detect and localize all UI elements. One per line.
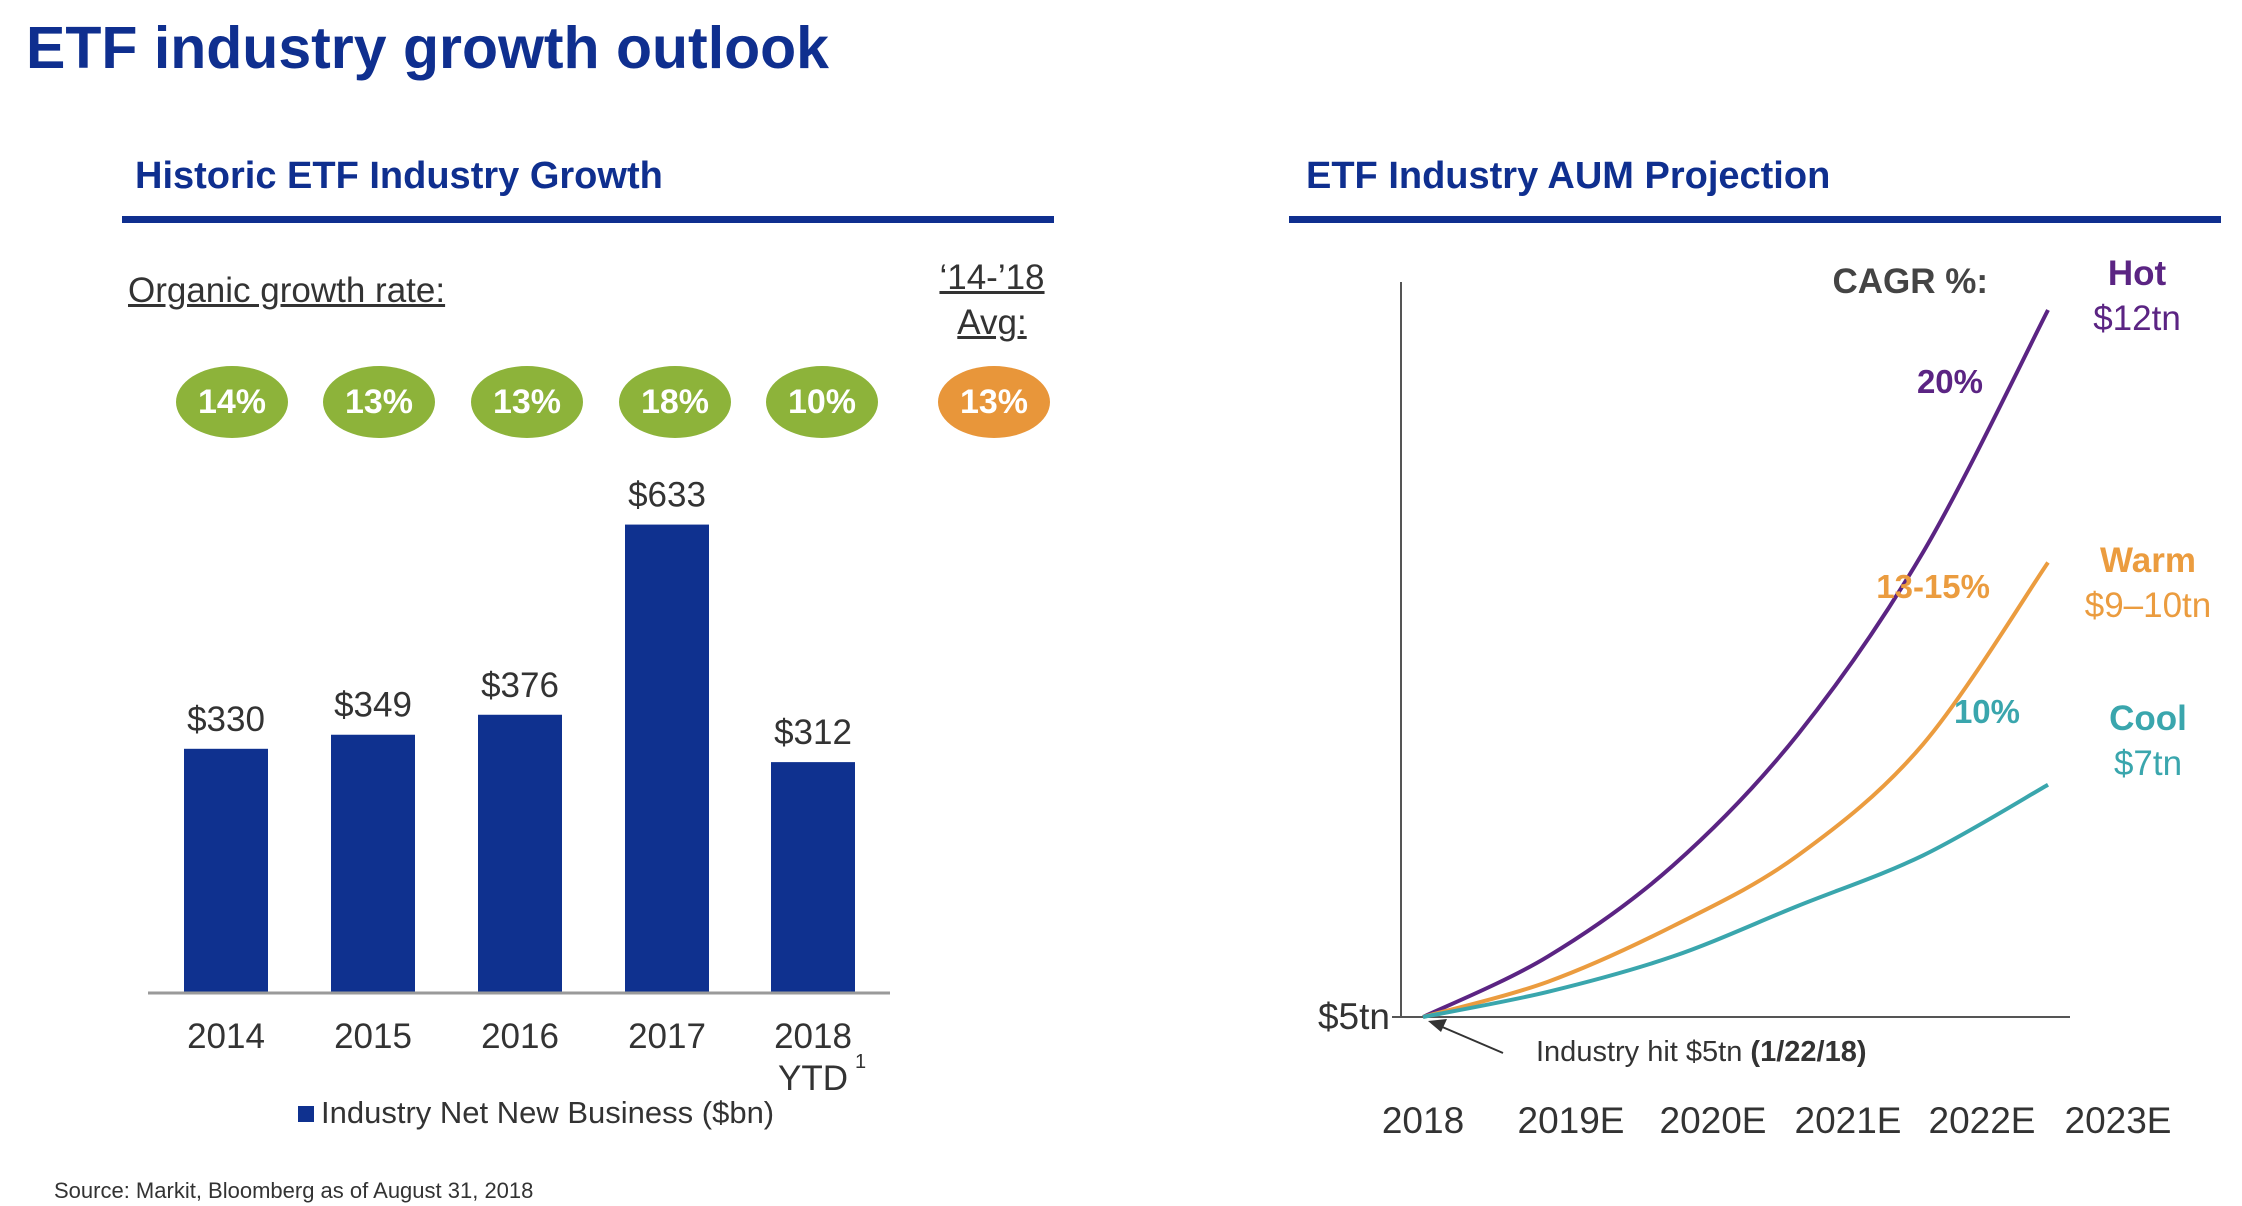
bar-2016 [478,714,562,993]
series-line-hot [1422,309,2050,1019]
annotation-arrow [1432,1022,1504,1054]
x-tick-label: 2018 [1382,1100,1464,1141]
avg-label-text: Avg: [957,303,1027,342]
historic-title-rule [122,216,1054,223]
projection-title-rule [1289,216,2221,223]
series-end-label-warm: $9–10tn [2085,586,2212,625]
avg-rate-pill: 13% [938,366,1050,438]
bar-2014 [184,748,268,993]
annotation-arrowhead [1428,1019,1447,1032]
bar-2015 [331,734,415,993]
series-end-label-hot: $12tn [2093,299,2181,338]
series-name-cool: Cool [2109,699,2187,738]
cagr-label-cool: 10% [1954,693,2020,730]
cagr-label-hot: 20% [1917,363,1983,400]
x-tick-label: YTD [778,1059,848,1098]
series-name-warm: Warm [2100,541,2196,580]
x-tick-label: 2018 [774,1017,852,1056]
annotation-date: (1/22/18) [1750,1036,1866,1068]
x-tick-label: 2023E [2065,1100,2172,1141]
annotation-label: Industry hit $5tn [1536,1036,1750,1068]
avg-label: ‘14-’18 Avg: [930,255,1054,345]
bar-2017 [625,524,709,993]
x-tick-label: 2014 [187,1017,265,1056]
x-tick-label: 2020E [1660,1100,1767,1141]
growth-rate-pill-2016: 13% [471,366,583,438]
x-tick-label: 2016 [481,1017,559,1056]
page-title: ETF industry growth outlook [26,15,829,81]
bar-value-label: $312 [774,713,852,752]
bar-value-label: $330 [187,700,265,739]
series-line-warm [1422,561,2050,1019]
annotation-text: Industry hit $5tn (1/22/18) [1536,1036,1866,1068]
organic-growth-label: Organic growth rate: [128,271,446,310]
x-tick-label: 2015 [334,1017,412,1056]
footnote-marker: 1 [855,1051,866,1073]
x-tick-label: 2021E [1795,1100,1902,1141]
aum-projection-title: ETF Industry AUM Projection [1306,155,1831,197]
source-note: Source: Markit, Bloomberg as of August 3… [54,1178,534,1203]
aum-projection-chart: $5tn 2018 2019E 2020E 2021E 2022E 2023E 20% Hot $… [1318,254,2211,1141]
avg-label-period: ‘14-’18 [939,258,1045,297]
growth-rate-pill-2015: 13% [323,366,435,438]
bar-value-label: $349 [334,686,412,725]
historic-bar-chart: $330 2014 $349 2015 $376 2016 $633 2017 $312 2018… [148,476,890,1130]
cagr-label-warm: 13-15% [1876,568,1990,605]
growth-rate-pill-2017: 18% [619,366,731,438]
growth-rate-pill-2018: 10% [766,366,878,438]
cagr-header: CAGR %: [1832,262,1988,301]
series-name-hot: Hot [2108,254,2167,293]
bar-value-label: $633 [628,476,706,515]
bar-2018-ytd [771,762,855,993]
x-tick-label: 2019E [1518,1100,1625,1141]
bar-value-label: $376 [481,666,559,705]
historic-growth-title: Historic ETF Industry Growth [135,155,663,197]
series-end-label-cool: $7tn [2114,744,2182,783]
x-tick-label: 2022E [1929,1100,2036,1141]
legend-swatch [298,1106,314,1122]
x-tick-label: 2017 [628,1017,706,1056]
growth-rate-pill-2014: 14% [176,366,288,438]
series-line-cool [1422,782,2049,1019]
y-tick-label: $5tn [1318,996,1390,1037]
legend-label: Industry Net New Business ($bn) [321,1095,774,1130]
